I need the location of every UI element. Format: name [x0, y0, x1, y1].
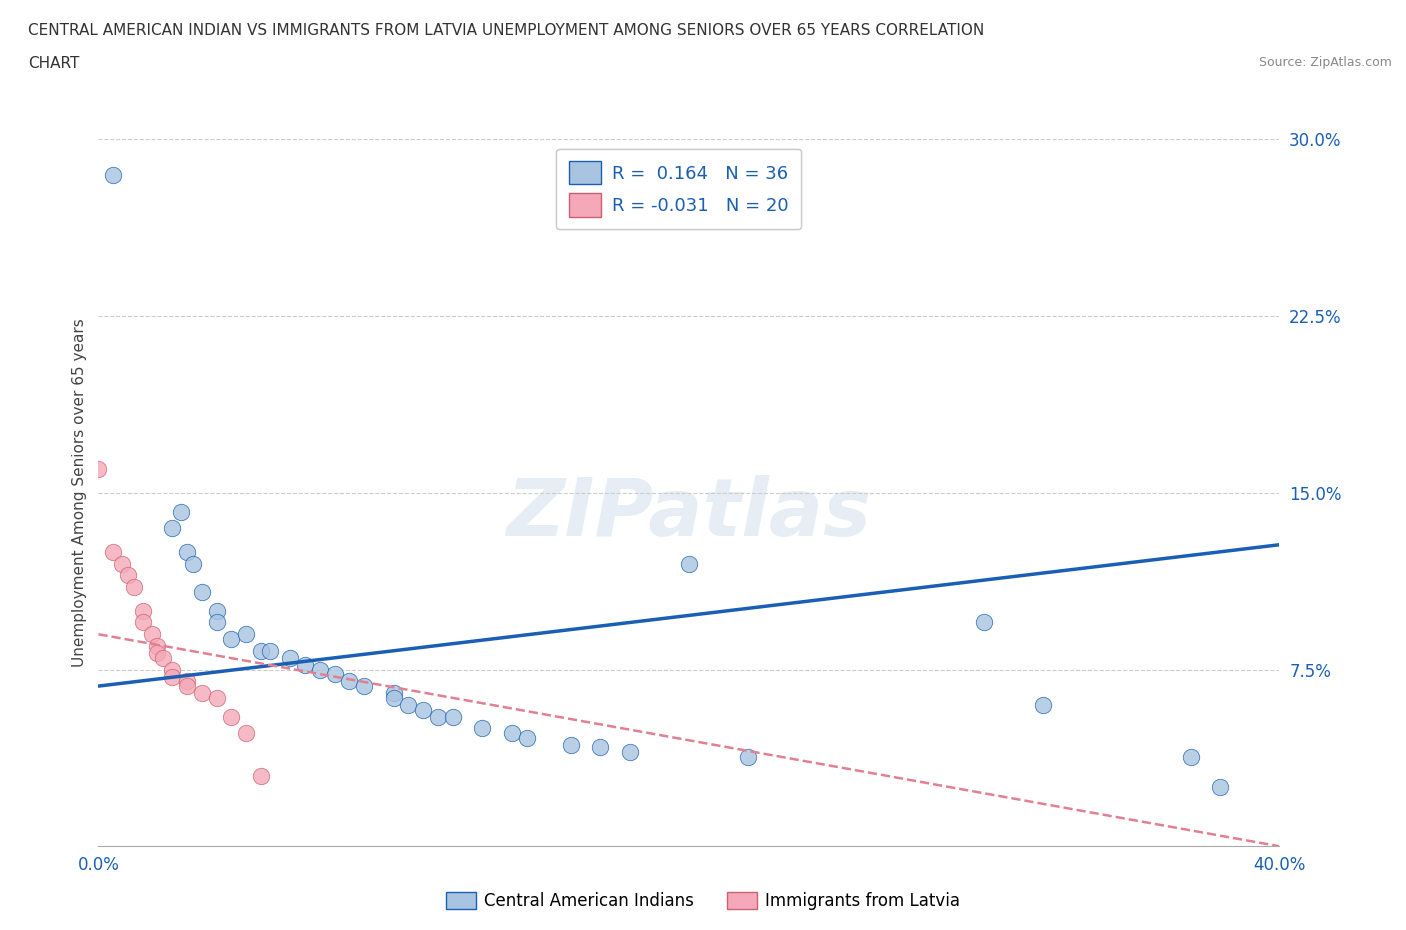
Point — [441, 710, 464, 724]
Point — [111, 556, 134, 571]
Point — [619, 745, 641, 760]
Point — [337, 674, 360, 689]
Text: CHART: CHART — [28, 56, 80, 71]
Text: Source: ZipAtlas.com: Source: ZipAtlas.com — [1258, 56, 1392, 69]
Point — [235, 725, 257, 740]
Point — [259, 644, 281, 658]
Y-axis label: Unemployment Among Seniors over 65 years: Unemployment Among Seniors over 65 years — [72, 319, 87, 668]
Point — [191, 584, 214, 599]
Point — [353, 679, 375, 694]
Point — [141, 627, 163, 642]
Point — [176, 674, 198, 689]
Point — [382, 690, 405, 705]
Point — [176, 544, 198, 559]
Point — [219, 710, 242, 724]
Point — [501, 725, 523, 740]
Point — [170, 504, 193, 519]
Point — [412, 702, 434, 717]
Point — [323, 667, 346, 682]
Point — [278, 650, 302, 665]
Point — [219, 631, 242, 646]
Point — [176, 679, 198, 694]
Point — [205, 604, 228, 618]
Point — [87, 462, 110, 477]
Point — [678, 556, 700, 571]
Point — [973, 615, 995, 630]
Point — [737, 750, 759, 764]
Point — [117, 568, 139, 583]
Point — [471, 721, 494, 736]
Point — [132, 615, 155, 630]
Point — [309, 662, 332, 677]
Point — [146, 645, 169, 660]
Point — [205, 615, 228, 630]
Point — [191, 685, 214, 700]
Legend: Central American Indians, Immigrants from Latvia: Central American Indians, Immigrants fro… — [439, 885, 967, 917]
Point — [1032, 698, 1054, 712]
Point — [181, 556, 204, 571]
Point — [250, 644, 273, 658]
Legend: R =  0.164   N = 36, R = -0.031   N = 20: R = 0.164 N = 36, R = -0.031 N = 20 — [557, 149, 801, 229]
Point — [250, 768, 273, 783]
Point — [589, 740, 612, 755]
Point — [205, 690, 228, 705]
Point — [162, 662, 183, 677]
Point — [294, 658, 316, 672]
Text: CENTRAL AMERICAN INDIAN VS IMMIGRANTS FROM LATVIA UNEMPLOYMENT AMONG SENIORS OVE: CENTRAL AMERICAN INDIAN VS IMMIGRANTS FR… — [28, 23, 984, 38]
Point — [1209, 780, 1232, 795]
Point — [122, 579, 145, 594]
Point — [162, 670, 183, 684]
Point — [396, 698, 419, 712]
Point — [152, 650, 174, 665]
Point — [235, 627, 257, 642]
Point — [162, 521, 183, 536]
Point — [146, 639, 169, 654]
Point — [132, 604, 155, 618]
Text: ZIPatlas: ZIPatlas — [506, 475, 872, 553]
Point — [1180, 750, 1202, 764]
Point — [427, 710, 450, 724]
Point — [515, 730, 537, 745]
Point — [103, 544, 125, 559]
Point — [103, 167, 125, 182]
Point — [560, 737, 582, 752]
Point — [382, 685, 405, 700]
